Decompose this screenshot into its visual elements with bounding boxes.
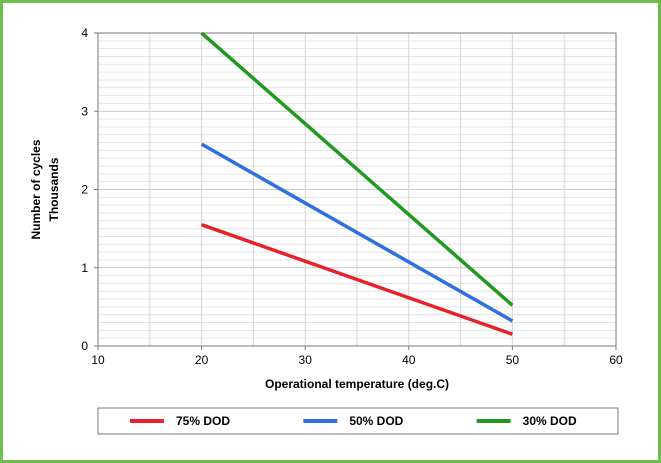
x-tick-label: 30	[299, 353, 313, 367]
legend-label-50-dod: 50% DOD	[349, 414, 403, 428]
x-tick-label: 50	[506, 353, 520, 367]
x-tick-label: 20	[195, 353, 209, 367]
y-axis-unit: Thousands	[47, 157, 61, 221]
x-tick-label: 10	[91, 353, 105, 367]
x-tick-label: 40	[402, 353, 416, 367]
series-line-50-dod	[200, 142, 514, 323]
legend-label-75-dod: 75% DOD	[176, 414, 230, 428]
x-axis-title: Operational temperature (deg.C)	[265, 377, 449, 391]
x-tick-label: 60	[609, 353, 623, 367]
legend: 75% DOD 50% DOD 30% DOD	[97, 407, 619, 435]
series-lines	[200, 31, 514, 336]
legend-box	[97, 407, 619, 435]
series-line-75-dod	[201, 223, 513, 336]
y-tick-label: 2	[81, 183, 88, 197]
y-tick-label: 1	[81, 261, 88, 275]
y-tick-label: 0	[81, 339, 88, 353]
chart-grid	[98, 33, 616, 346]
y-axis-title: Number of cycles	[29, 139, 43, 239]
y-tick-label: 4	[81, 26, 88, 40]
y-tick-label: 3	[81, 104, 88, 118]
series-line-30-dod	[200, 31, 514, 307]
legend-label-30-dod: 30% DOD	[523, 414, 577, 428]
axis-ticks: 10 20 30 40 50 60 0 1 2 3 4	[81, 26, 623, 367]
